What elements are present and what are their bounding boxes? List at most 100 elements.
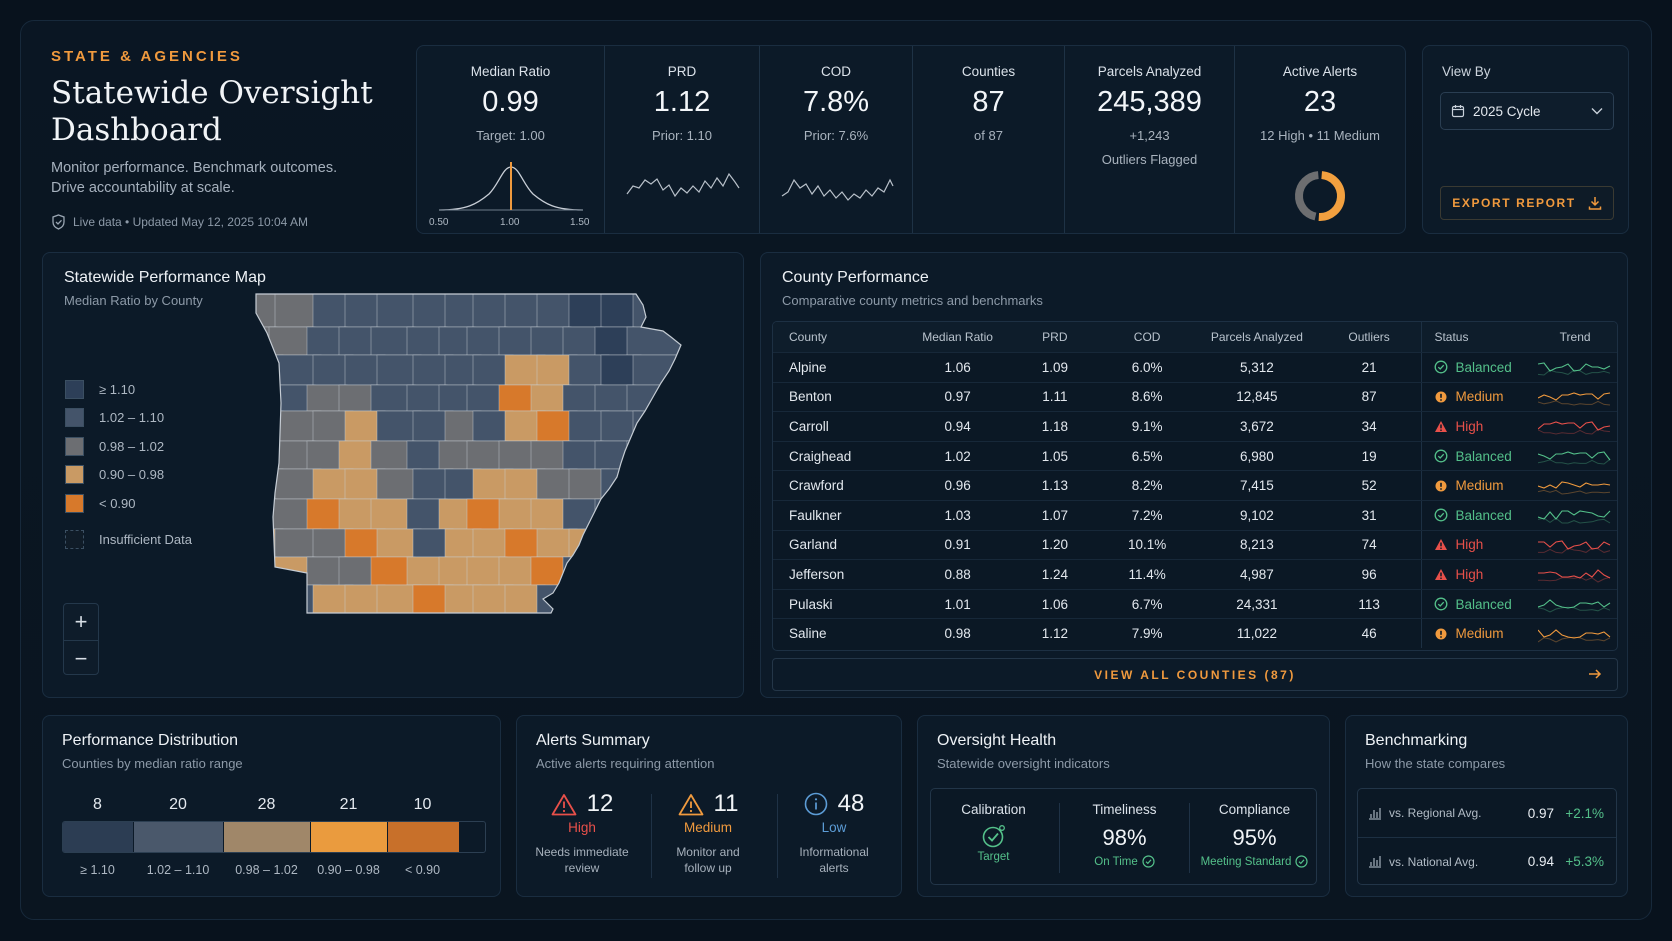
panel-subtitle: Active alerts requiring attention: [536, 756, 715, 771]
balanced-status-icon: [1434, 449, 1448, 463]
table-row[interactable]: Garland 0.91 1.20 10.1% 8,213 74 High: [773, 529, 1617, 560]
kpi-prd[interactable]: PRD 1.12 Prior: 1.10: [605, 46, 760, 233]
distribution-segment[interactable]: [224, 822, 311, 852]
legend-item: Insufficient Data: [65, 526, 192, 555]
kpi-counties[interactable]: Counties 87 of 87: [913, 46, 1065, 233]
view-by-label: View By: [1442, 64, 1491, 79]
table-row[interactable]: Craighead 1.02 1.05 6.5% 6,980 19 Balanced: [773, 440, 1617, 471]
county-shape: [256, 410, 284, 442]
donut-slice: [1318, 171, 1345, 221]
benchmark-delta: +5.3%: [1565, 854, 1604, 869]
distribution-segment[interactable]: [311, 822, 388, 852]
table-cell-outliers: 96: [1361, 566, 1377, 582]
health-label: Compliance: [1218, 802, 1291, 817]
health-note-row: Meeting Standard: [1192, 855, 1317, 868]
distribution-range-label: 1.02 – 1.10: [146, 863, 210, 877]
divider: [1189, 803, 1190, 873]
view-all-label: VIEW ALL COUNTIES (87): [1094, 667, 1296, 682]
page-title-line2: Dashboard: [51, 112, 222, 148]
cycle-select[interactable]: 2025 Cycle: [1440, 92, 1614, 130]
kpi-label: COD: [821, 64, 851, 79]
panel-title: Statewide Performance Map: [64, 269, 266, 286]
table-cell-ratio: 0.98: [944, 626, 971, 642]
trend-sparkline: [1533, 476, 1617, 496]
kpi-median-ratio[interactable]: Median Ratio 0.99 Target: 1.00 0.50 1.00…: [417, 46, 605, 233]
kpi-value: 245,389: [1097, 86, 1202, 118]
alert-medium[interactable]: 11 Medium Monitor and follow up: [645, 790, 771, 876]
table-row[interactable]: Pulaski 1.01 1.06 6.7% 24,331 113 Balanced: [773, 588, 1617, 619]
table-cell-county: Craighead: [789, 448, 852, 464]
table-cell-county: Crawford: [789, 478, 844, 494]
health-compliance: Compliance 95% Meeting Standard: [1192, 802, 1317, 868]
table-row[interactable]: Jefferson 0.88 1.24 11.4% 4,987 96 High: [773, 559, 1617, 589]
legend-item: 1.02 – 1.10: [65, 404, 192, 433]
table-row[interactable]: Crawford 0.96 1.13 8.2% 7,415 52 Medium: [773, 470, 1617, 500]
state-choropleth-map[interactable]: [223, 293, 723, 653]
benchmark-row-national[interactable]: vs. National Avg. 0.94 +5.3%: [1358, 837, 1616, 885]
table-row[interactable]: Alpine 1.06 1.09 6.0% 5,312 21 Balanced: [773, 352, 1617, 382]
calendar-icon: [1451, 105, 1465, 118]
county-shape: [594, 556, 636, 586]
table-cell-prd: 1.18: [1041, 418, 1068, 434]
table-row[interactable]: Carroll 0.94 1.18 9.1% 3,672 34 High: [773, 411, 1617, 441]
bar-chart-icon: [1369, 807, 1381, 820]
legend-label: 0.98 – 1.02: [99, 438, 165, 454]
high-status-icon: [1434, 568, 1448, 581]
county-shape: [600, 528, 642, 558]
distribution-segment[interactable]: [134, 822, 224, 852]
panel-subtitle: How the state compares: [1365, 756, 1506, 771]
table-cell-cod: 9.1%: [1131, 418, 1163, 434]
table-cell-cod: 6.0%: [1131, 359, 1163, 375]
prd-sparkline: [626, 172, 740, 198]
column-header[interactable]: County: [789, 330, 828, 344]
check-circle-icon: [1142, 855, 1155, 868]
table-header-row: County Median Ratio PRD COD Parcels Anal…: [773, 322, 1617, 352]
alert-desc: Needs immediate review: [535, 845, 629, 875]
map-zoom-controls: + −: [63, 603, 99, 675]
column-header[interactable]: Parcels Analyzed: [1210, 330, 1303, 344]
table-row[interactable]: Faulkner 1.03 1.07 7.2% 9,102 31 Balanced: [773, 499, 1617, 530]
panel-subtitle: Median Ratio by County: [64, 293, 203, 308]
legend-label: Insufficient Data: [99, 532, 192, 548]
column-header[interactable]: Outliers: [1348, 330, 1390, 344]
check-circle-icon: [1295, 855, 1308, 868]
export-report-button[interactable]: EXPORT REPORT: [1440, 186, 1614, 220]
alert-high[interactable]: 12 High Needs immediate review: [519, 790, 645, 876]
table-cell-outliers: 113: [1358, 596, 1380, 612]
warning-icon: [678, 793, 703, 815]
divider: [651, 794, 652, 878]
column-header[interactable]: PRD: [1042, 330, 1068, 344]
table-cell-cod: 10.1%: [1127, 537, 1167, 553]
view-all-counties-button[interactable]: VIEW ALL COUNTIES (87): [772, 658, 1618, 691]
table-cell-parcels: 6,980: [1239, 448, 1274, 464]
alert-desc: Informational alerts: [799, 845, 869, 875]
health-calibration: Calibration Target: [931, 802, 1056, 863]
column-header[interactable]: Median Ratio: [922, 330, 993, 344]
legend-swatch: [65, 530, 84, 550]
kpi-active-alerts[interactable]: Active Alerts 23 12 High • 11 Medium: [1235, 46, 1405, 233]
kpi-cod[interactable]: COD 7.8% Prior: 7.6%: [760, 46, 913, 233]
donut-slice: [1295, 171, 1319, 221]
distribution-segment[interactable]: [388, 822, 459, 852]
table-cell-cod: 6.5%: [1131, 448, 1163, 464]
kpi-label: Counties: [961, 64, 1016, 79]
table-row[interactable]: Saline 0.98 1.12 7.9% 11,022 46 Medium: [773, 618, 1617, 648]
zoom-in-button[interactable]: +: [74, 609, 88, 634]
column-header[interactable]: COD: [1133, 330, 1161, 344]
table-cell-outliers: 46: [1361, 626, 1377, 642]
distribution-count: 21: [339, 796, 358, 813]
column-header[interactable]: Trend: [1559, 330, 1591, 344]
alert-count: 11: [713, 790, 739, 817]
county-shape: [256, 498, 278, 530]
distribution-segment[interactable]: [63, 822, 134, 852]
benchmark-label: vs. Regional Avg.: [1389, 806, 1482, 820]
kpi-parcels[interactable]: Parcels Analyzed 245,389 +1,243 Outliers…: [1065, 46, 1235, 233]
kpi-sub: Prior: 1.10: [652, 128, 712, 143]
benchmark-row-regional[interactable]: vs. Regional Avg. 0.97 +2.1%: [1358, 789, 1616, 837]
column-header[interactable]: Status: [1421, 322, 1533, 352]
zoom-out-button[interactable]: −: [64, 640, 98, 676]
table-cell-outliers: 19: [1361, 448, 1377, 464]
table-row[interactable]: Benton 0.97 1.11 8.6% 12,845 87 Medium: [773, 381, 1617, 412]
table-cell-county: Jefferson: [789, 566, 845, 582]
alert-low[interactable]: 48 Low Informational alerts: [771, 790, 897, 876]
